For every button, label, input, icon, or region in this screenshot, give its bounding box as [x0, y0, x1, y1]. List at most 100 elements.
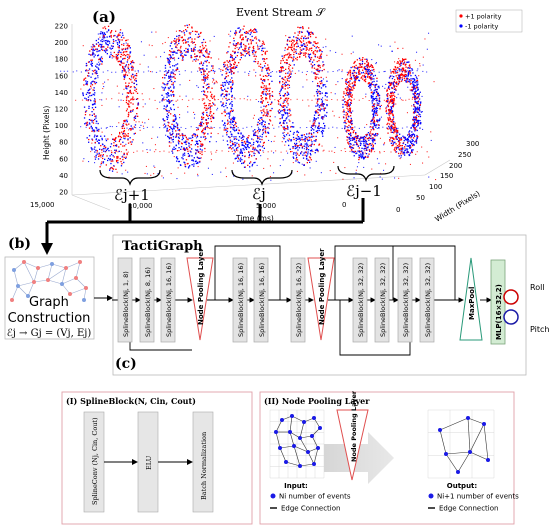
event-point	[251, 30, 253, 32]
event-point	[241, 144, 243, 146]
event-point	[269, 97, 271, 99]
noise-point	[228, 33, 230, 35]
noise-point	[379, 176, 381, 178]
event-point	[199, 152, 201, 154]
event-point	[234, 117, 236, 119]
event-point	[291, 46, 293, 48]
event-point	[233, 59, 235, 61]
streak-point	[111, 71, 113, 73]
event-point	[98, 130, 100, 132]
event-point	[178, 143, 180, 145]
event-point	[249, 46, 251, 48]
event-point	[322, 117, 324, 119]
event-point	[293, 152, 295, 154]
streak-point	[227, 98, 229, 100]
noise-point	[355, 172, 357, 174]
event-point	[374, 134, 376, 136]
event-point	[349, 102, 352, 104]
event-point	[282, 121, 285, 124]
event-point	[362, 140, 365, 143]
event-point	[248, 53, 250, 55]
event-point	[296, 56, 299, 59]
streak-point	[171, 150, 174, 152]
event-point	[399, 78, 401, 80]
event-point	[202, 144, 204, 146]
event-point	[376, 80, 378, 82]
event-point	[262, 86, 264, 89]
noise-point	[104, 81, 106, 83]
noise-point	[94, 156, 96, 158]
noise-point	[326, 54, 328, 56]
event-point	[205, 50, 207, 52]
event-point	[372, 96, 374, 98]
event-point	[91, 149, 93, 151]
event-point	[167, 124, 169, 127]
event-point	[251, 50, 253, 52]
event-point	[266, 98, 268, 100]
event-point	[245, 143, 247, 145]
event-point	[404, 146, 406, 148]
event-point	[371, 65, 373, 67]
event-point	[387, 117, 389, 119]
event-point	[256, 134, 258, 137]
event-point	[313, 143, 315, 146]
event-point	[231, 105, 233, 107]
event-point	[226, 107, 228, 109]
event-point	[317, 112, 319, 114]
streak-point	[121, 126, 123, 128]
event-point	[89, 114, 91, 116]
event-point	[263, 60, 265, 62]
event-point	[100, 56, 103, 58]
event-point	[257, 130, 259, 132]
event-point	[253, 141, 255, 144]
event-point	[415, 80, 418, 82]
event-point	[182, 57, 184, 59]
event-point	[376, 110, 378, 112]
event-point	[237, 154, 239, 157]
noise-point	[260, 45, 262, 47]
noise-point	[187, 106, 189, 108]
event-point	[353, 70, 355, 72]
event-point	[392, 106, 394, 108]
event-point	[319, 57, 321, 59]
event-point	[127, 67, 130, 70]
event-point	[288, 36, 290, 39]
event-point	[172, 120, 174, 123]
event-point	[188, 145, 190, 147]
event-point	[164, 77, 166, 79]
noise-point	[92, 44, 94, 46]
noise-point	[335, 51, 337, 53]
event-point	[202, 112, 204, 114]
event-point	[255, 36, 257, 38]
event-point	[241, 142, 243, 144]
event-point	[375, 97, 377, 100]
event-point	[89, 88, 91, 90]
noise-point	[345, 122, 347, 124]
event-point	[261, 138, 263, 141]
event-point	[322, 103, 324, 105]
event-point	[412, 78, 415, 80]
event-point	[114, 152, 116, 154]
event-point	[400, 80, 403, 82]
event-point	[94, 115, 96, 117]
streak-point	[237, 71, 239, 73]
noise-point	[351, 35, 353, 37]
event-point	[397, 66, 399, 69]
event-point	[269, 87, 271, 89]
event-point	[171, 51, 173, 53]
event-point	[231, 100, 233, 103]
event-point	[388, 87, 390, 89]
noise-point	[217, 133, 219, 135]
event-point	[375, 100, 378, 102]
event-point	[389, 140, 391, 142]
event-point	[394, 141, 396, 143]
event-point	[347, 118, 349, 120]
event-point	[241, 152, 243, 154]
event-point	[415, 142, 418, 144]
event-point	[107, 138, 109, 140]
event-point	[346, 105, 348, 107]
noise-point	[366, 149, 368, 151]
event-point	[300, 52, 302, 54]
event-point	[112, 155, 114, 157]
event-point	[92, 49, 94, 52]
